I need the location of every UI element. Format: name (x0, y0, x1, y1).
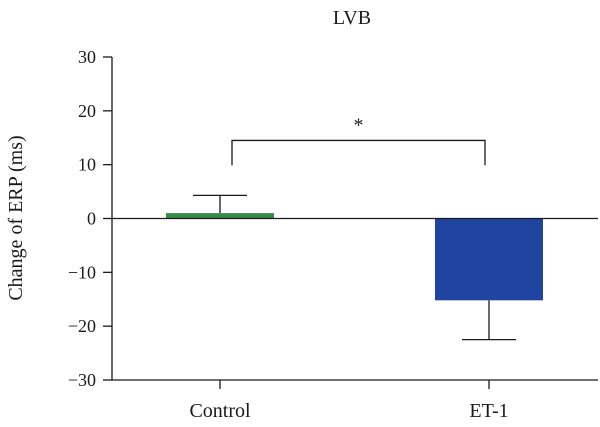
y-tick-label: 0 (87, 209, 96, 229)
significance-marker: * (354, 114, 364, 136)
bracket-line (231, 139, 486, 166)
x-tick-label: Control (189, 400, 251, 422)
y-tick-label: 20 (78, 101, 96, 121)
y-tick-label: −10 (68, 262, 96, 282)
y-tick-label: 10 (78, 155, 96, 175)
y-tick-label: −30 (68, 370, 96, 390)
bar-et-1 (435, 218, 543, 301)
bars (166, 213, 543, 301)
y-tick-label: −20 (68, 316, 96, 336)
y-axis-label: Change of ERP (ms) (5, 135, 27, 300)
y-tick-label: 30 (78, 47, 96, 67)
x-tick-label: ET-1 (469, 400, 508, 422)
y-ticks: 30 20 10 0 −10 −20 −30 (68, 47, 112, 390)
significance-bracket: * (231, 114, 486, 166)
bar-control (166, 213, 274, 219)
chart-title: LVB (333, 7, 371, 29)
error-bars (193, 194, 516, 341)
x-ticks: Control ET-1 (189, 380, 509, 422)
